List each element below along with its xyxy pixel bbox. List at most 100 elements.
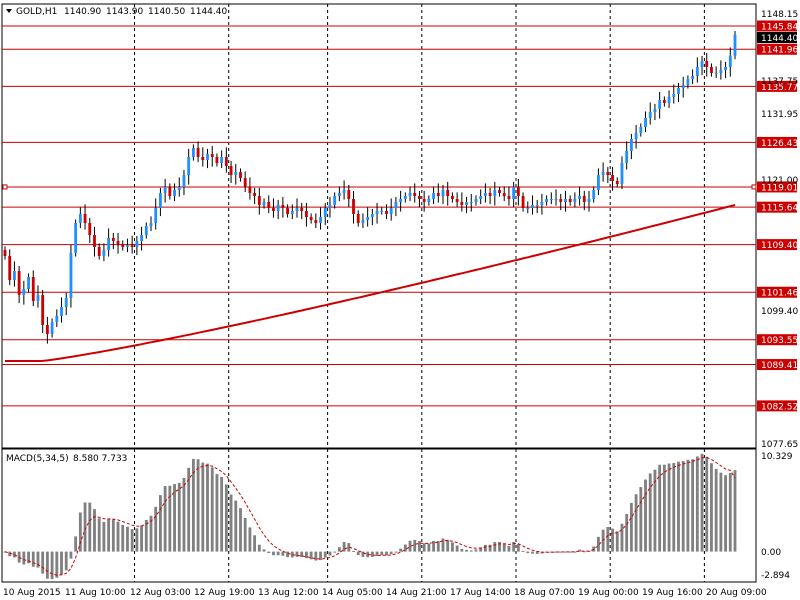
candle-body bbox=[13, 271, 16, 280]
header-high: 1143.90 bbox=[106, 7, 143, 17]
candle-body bbox=[394, 202, 398, 208]
macd-bar bbox=[658, 464, 662, 552]
macd-bar bbox=[531, 551, 534, 554]
macd-bar bbox=[309, 551, 313, 560]
macd-bar bbox=[69, 551, 73, 559]
chart-frame bbox=[1, 3, 757, 449]
price-level-tag bbox=[757, 43, 797, 55]
macd-bar bbox=[276, 551, 280, 556]
macd-bar bbox=[253, 535, 257, 552]
macd-bar bbox=[239, 508, 242, 552]
macd-bar bbox=[432, 541, 435, 552]
candle-body bbox=[248, 187, 252, 193]
macd-bar bbox=[60, 551, 63, 575]
candle-body bbox=[323, 208, 327, 217]
macd-bar bbox=[559, 551, 563, 553]
macd-bar bbox=[516, 543, 520, 552]
macd-bar bbox=[13, 551, 16, 558]
macd-bar bbox=[88, 502, 92, 552]
macd-tick-label: 10.329 bbox=[761, 452, 793, 462]
candle-body bbox=[535, 205, 539, 206]
symbol-dropdown-icon[interactable] bbox=[6, 9, 12, 13]
current-price-label: 1144.40 bbox=[761, 34, 798, 44]
macd-bar bbox=[597, 536, 600, 552]
macd-bar bbox=[45, 551, 49, 579]
candle-body bbox=[267, 202, 271, 208]
price-level-label: 1141.96 bbox=[761, 46, 798, 56]
price-tick-label: 1137.75 bbox=[761, 77, 798, 87]
macd-bar bbox=[187, 467, 191, 552]
candle-body bbox=[672, 94, 676, 97]
macd-bar bbox=[135, 528, 139, 552]
time-axis-label: 12 Aug 19:00 bbox=[194, 588, 255, 598]
candle-body bbox=[502, 193, 506, 196]
macd-bar bbox=[493, 542, 497, 552]
macd-values: 8.580 7.733 bbox=[73, 454, 127, 464]
macd-bar bbox=[361, 551, 365, 557]
candle-body bbox=[55, 316, 59, 322]
candle-body bbox=[356, 214, 360, 223]
macd-bar bbox=[733, 470, 737, 552]
level-labels-layer: 1145.84 1141.96 1135.77 1126.43 1119.01 1115.… bbox=[757, 20, 798, 412]
candle-body bbox=[587, 199, 591, 202]
macd-bar bbox=[173, 484, 176, 552]
candle-body bbox=[149, 223, 153, 226]
candle-body bbox=[460, 202, 464, 205]
macd-bar bbox=[629, 502, 633, 552]
candle-body bbox=[31, 277, 35, 301]
candle-body bbox=[17, 271, 21, 295]
candle-body bbox=[422, 199, 426, 202]
candle-body bbox=[686, 79, 690, 85]
candle-body bbox=[469, 202, 473, 203]
header-low: 1140.50 bbox=[148, 7, 185, 17]
moving-average-line bbox=[5, 204, 736, 362]
time-axis-label: 20 Aug 09:00 bbox=[706, 588, 767, 598]
candle-body bbox=[93, 235, 96, 247]
candle-body bbox=[625, 151, 629, 163]
candle-body bbox=[88, 223, 92, 235]
candle-body bbox=[290, 211, 294, 214]
candle-body bbox=[677, 88, 680, 94]
macd-bar bbox=[328, 551, 332, 556]
macd-bar bbox=[347, 543, 351, 552]
candle-body bbox=[78, 214, 82, 223]
macd-bar bbox=[168, 485, 172, 552]
macd-bar bbox=[662, 464, 666, 552]
macd-bar bbox=[224, 484, 228, 552]
macd-bar bbox=[290, 551, 294, 558]
macd-bar bbox=[130, 529, 134, 552]
candle-body bbox=[196, 148, 200, 157]
macd-bar bbox=[483, 544, 487, 552]
price-level-tag bbox=[757, 359, 797, 371]
macd-frame bbox=[1, 448, 757, 583]
candle-body bbox=[168, 187, 172, 196]
macd-bar bbox=[700, 453, 704, 552]
candle-body bbox=[413, 193, 417, 196]
macd-bar bbox=[615, 531, 619, 552]
macd-bar bbox=[93, 509, 96, 552]
time-axis-label: 18 Aug 07:00 bbox=[514, 588, 575, 598]
macd-bar bbox=[257, 544, 261, 552]
candle-body bbox=[281, 205, 285, 208]
macd-bar bbox=[55, 551, 59, 578]
candle-body bbox=[36, 295, 40, 301]
candle-body bbox=[465, 202, 468, 205]
time-axis-label: 14 Aug 05:00 bbox=[322, 588, 383, 598]
macd-bar bbox=[356, 551, 360, 556]
time-axis-label: 19 Aug 16:00 bbox=[642, 588, 703, 598]
macd-bar bbox=[625, 513, 629, 552]
candle-body bbox=[385, 211, 388, 214]
candle-body bbox=[295, 208, 299, 211]
macd-bar bbox=[653, 469, 657, 552]
candle-body bbox=[154, 208, 158, 223]
candle-body bbox=[366, 217, 370, 220]
macd-bar bbox=[229, 494, 233, 552]
candle-body bbox=[286, 208, 289, 214]
macd-bar bbox=[385, 551, 388, 556]
candle-body bbox=[455, 199, 459, 202]
macd-bar bbox=[140, 525, 143, 552]
price-level-label: 1126.43 bbox=[761, 139, 798, 149]
macd-bar bbox=[182, 477, 186, 552]
time-axis-label: 13 Aug 12:00 bbox=[258, 588, 319, 598]
